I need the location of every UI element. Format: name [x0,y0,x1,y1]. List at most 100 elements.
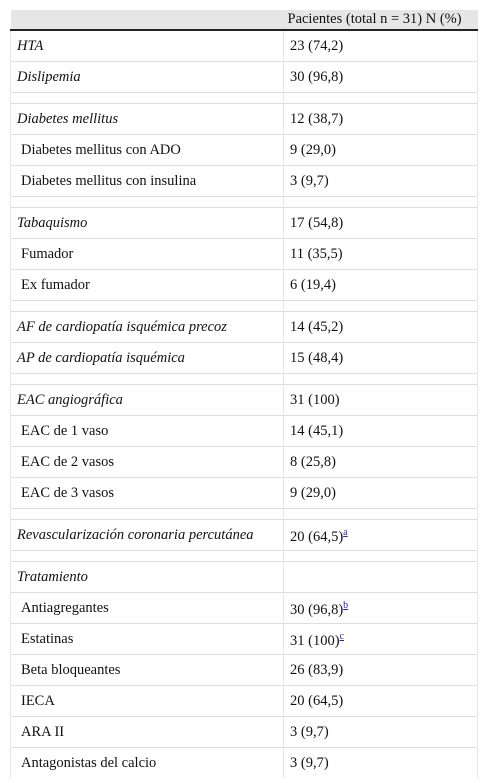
spacer-cell [283,373,478,385]
row: Beta bloqueantes 26 (83,9) [10,654,478,686]
row: Tratamiento [10,561,478,593]
row: HTA 23 (74,2) [10,29,478,62]
spacer-cell [10,196,284,208]
value-cell: 14 (45,2) [283,311,478,343]
label-cell: Fumador [10,238,284,270]
value-cell: 12 (38,7) [283,103,478,135]
label-cell: Beta bloqueantes [10,654,284,686]
value-cell: 8 (25,8) [283,446,478,478]
label-cell: Diabetes mellitus con ADO [10,134,284,166]
value: 3 (9,7) [290,172,329,189]
label-cell: Antagonistas del calcio [10,747,284,778]
label-cell: Dislipemia [10,61,284,93]
spacer-row [10,508,478,520]
spacer-cell [10,550,284,562]
footnote-link[interactable]: a [343,527,348,539]
spacer-cell [283,196,478,208]
spacer-cell [283,92,478,104]
value-cell: 20 (64,5) [283,685,478,717]
row: EAC de 3 vasos 9 (29,0) [10,477,478,509]
value: 23 (74,2) [290,37,344,54]
footnote-link[interactable]: b [343,600,349,612]
value-cell: 20 (64,5)a [283,519,478,551]
value: 31 (100) [290,632,340,649]
header-cell [10,10,284,31]
value: 26 (83,9) [290,661,344,678]
label-cell: Tratamiento [10,561,284,593]
footnote-link[interactable]: c [339,631,344,643]
value: 15 (48,4) [290,349,344,366]
value: 6 (19,4) [290,276,336,293]
row: Ex fumador 6 (19,4) [10,269,478,301]
row: Antagonistas del calcio 3 (9,7) [10,747,478,778]
label-cell: AF de cardiopatía isquémica precoz [10,311,284,343]
value-cell: 30 (96,8)b [283,592,478,624]
header-cell: Pacientes (total n = 31) N (%) [283,10,478,31]
row: AP de cardiopatía isquémica 15 (48,4) [10,342,478,374]
label-cell: EAC de 3 vasos [10,477,284,509]
row: IECA 20 (64,5) [10,685,478,717]
label-cell: Diabetes mellitus con insulina [10,165,284,197]
label-cell: EAC de 2 vasos [10,446,284,478]
spacer-row [10,373,478,385]
value: 3 (9,7) [290,723,329,740]
value: 20 (64,5) [290,692,344,709]
spacer-cell [283,550,478,562]
spacer-row [10,196,478,208]
spacer-row [10,92,478,104]
value-cell: 30 (96,8) [283,61,478,93]
spacer-cell [10,508,284,520]
value: 14 (45,2) [290,318,344,335]
value-cell: 31 (100) [283,384,478,416]
value-cell: 17 (54,8) [283,207,478,239]
row: EAC angiográfica 31 (100) [10,384,478,416]
spacer-cell [10,92,284,104]
spacer-cell [283,300,478,312]
label-cell: Revascularización coronaria percutánea [10,519,284,551]
value-cell: 26 (83,9) [283,654,478,686]
footnote: c [340,628,344,642]
footnote: a [343,524,347,538]
row: Diabetes mellitus 12 (38,7) [10,103,478,135]
header-row: Pacientes (total n = 31) N (%) [10,10,478,31]
value-cell: 6 (19,4) [283,269,478,301]
label-cell: Antiagregantes [10,592,284,624]
spacer-row [10,550,478,562]
spacer-cell [10,300,284,312]
spacer-cell [283,508,478,520]
table-header: Pacientes (total n = 31) N (%) [10,10,478,31]
row: Dislipemia 30 (96,8) [10,61,478,93]
label-cell: AP de cardiopatía isquémica [10,342,284,374]
value: 31 (100) [290,391,340,408]
value-cell: 11 (35,5) [283,238,478,270]
table: Pacientes (total n = 31) N (%) HTA 23 (74… [10,10,478,778]
value: 14 (45,1) [290,422,344,439]
row: ARA II 3 (9,7) [10,716,478,748]
value-cell: 23 (74,2) [283,29,478,62]
value: 12 (38,7) [290,110,344,127]
value-cell: 3 (9,7) [283,165,478,197]
value: 30 (96,8) [290,68,344,85]
label-cell: ARA II [10,716,284,748]
label-cell: IECA [10,685,284,717]
value: 20 (64,5) [290,528,344,545]
row: EAC de 2 vasos 8 (25,8) [10,446,478,478]
row: EAC de 1 vaso 14 (45,1) [10,415,478,447]
spacer-cell [10,373,284,385]
row: Diabetes mellitus con insulina 3 (9,7) [10,165,478,197]
row: AF de cardiopatía isquémica precoz 14 (45… [10,311,478,343]
value-cell: 9 (29,0) [283,134,478,166]
footnote: b [343,597,348,611]
value-cell: 15 (48,4) [283,342,478,374]
label-cell: EAC angiográfica [10,384,284,416]
label-cell: Estatinas [10,623,284,655]
label-cell: Tabaquismo [10,207,284,239]
label-cell: Diabetes mellitus [10,103,284,135]
label-cell: EAC de 1 vaso [10,415,284,447]
row: Diabetes mellitus con ADO 9 (29,0) [10,134,478,166]
value: 9 (29,0) [290,141,336,158]
value: 3 (9,7) [290,754,329,771]
row: Antiagregantes 30 (96,8)b [10,592,478,624]
value: 11 (35,5) [290,245,343,262]
